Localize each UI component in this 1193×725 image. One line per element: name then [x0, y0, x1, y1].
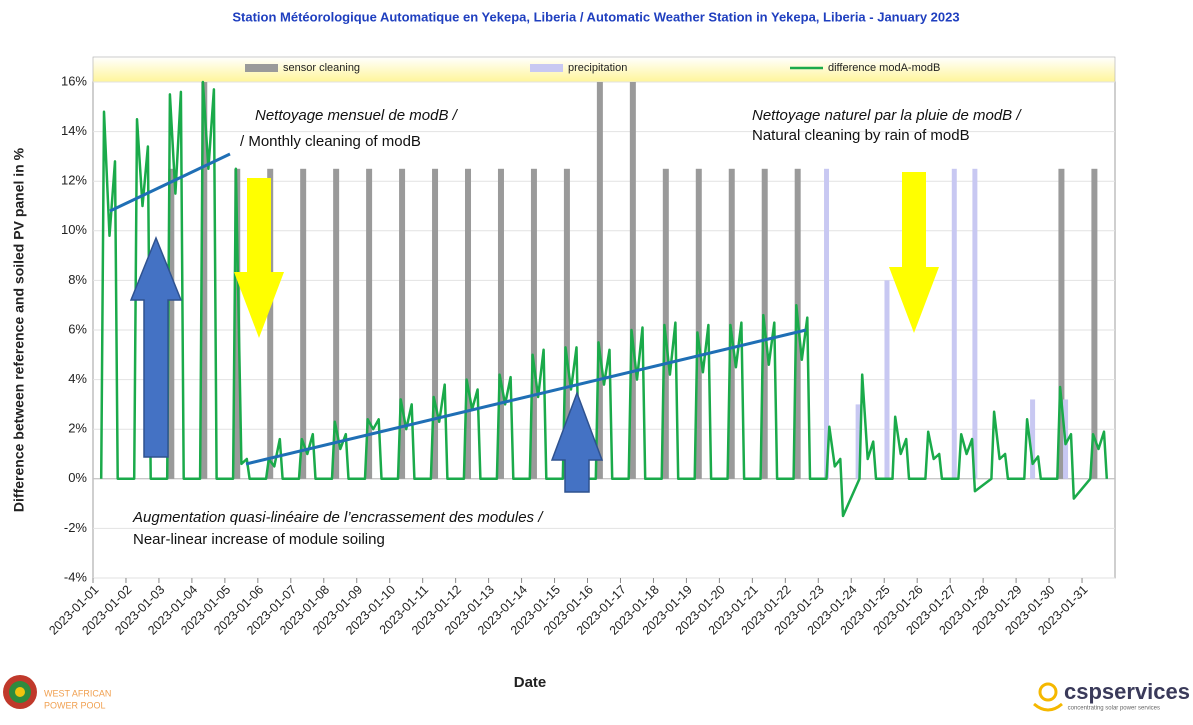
event-bar: [366, 168, 373, 479]
annotation: Natural cleaning by rain of modB: [752, 127, 970, 144]
legend-swatch: [245, 64, 278, 72]
event-bar: [333, 168, 340, 479]
logo-text: cspservices: [1064, 679, 1190, 704]
event-bar: [662, 168, 669, 479]
y-tick-label: 4%: [68, 371, 87, 386]
event-bar: [563, 168, 570, 479]
event-bar: [497, 168, 504, 479]
legend-label: precipitation: [568, 62, 627, 74]
up-arrow: [550, 390, 604, 493]
trend-line: [245, 328, 807, 466]
legend-label: sensor cleaning: [283, 62, 360, 74]
event-bar: [530, 168, 537, 479]
y-tick-label: 0%: [68, 470, 87, 485]
event-bar: [399, 168, 406, 479]
legend-label: difference modA-modB: [828, 62, 940, 74]
event-bar: [1030, 399, 1036, 479]
event-bar: [728, 168, 735, 479]
event-bar: [972, 168, 978, 479]
up-arrow: [129, 235, 183, 458]
annotation: Nettoyage naturel par la pluie de modB /: [752, 107, 1022, 124]
y-axis-label: Difference between reference and soiled …: [11, 147, 27, 512]
y-tick-label: 14%: [61, 123, 87, 138]
legend-swatch: [530, 64, 563, 72]
event-bar: [300, 168, 307, 479]
event-bar: [1091, 168, 1098, 479]
logo-emblem: [1038, 682, 1058, 702]
event-bar: [1058, 168, 1065, 479]
event-bar: [855, 404, 861, 479]
y-tick-label: 6%: [68, 321, 87, 336]
annotation: Near-linear increase of module soiling: [133, 531, 385, 548]
trend-line: [109, 152, 231, 213]
chart-title: Station Météorologique Automatique en Ye…: [232, 9, 959, 24]
annotation: Nettoyage mensuel de modB /: [255, 107, 459, 124]
annotation: Augmentation quasi-linéaire de l’encrass…: [132, 509, 544, 526]
logo-emblem: [15, 687, 25, 697]
y-tick-label: 8%: [68, 272, 87, 287]
y-tick-label: 2%: [68, 421, 87, 436]
event-bar: [695, 168, 702, 479]
event-bar: [465, 168, 472, 479]
logo-text: concentrating solar power services: [1068, 706, 1160, 712]
data-line: [99, 80, 1109, 518]
y-tick-label: -2%: [64, 520, 88, 535]
event-bar: [824, 168, 830, 479]
y-tick-label: -4%: [64, 569, 88, 584]
down-arrow: [889, 172, 939, 333]
annotation: / Monthly cleaning of modB: [240, 133, 421, 150]
event-bar: [629, 82, 636, 479]
event-bar: [168, 168, 175, 479]
x-axis-label: Date: [514, 674, 547, 691]
y-tick-label: 10%: [61, 222, 87, 237]
y-tick-label: 12%: [61, 173, 87, 188]
y-tick-label: 16%: [61, 73, 87, 88]
down-arrow: [234, 178, 284, 338]
event-bar: [234, 168, 241, 479]
logo-text: POWER POOL: [44, 700, 106, 710]
event-bar: [432, 168, 439, 479]
logo-text: WEST AFRICAN: [44, 688, 111, 698]
logo-emblem: [1033, 702, 1063, 712]
event-bar: [884, 280, 890, 479]
event-bar: [267, 168, 274, 479]
event-bar: [201, 82, 208, 479]
event-bar: [596, 82, 603, 479]
event-bar: [951, 168, 957, 479]
